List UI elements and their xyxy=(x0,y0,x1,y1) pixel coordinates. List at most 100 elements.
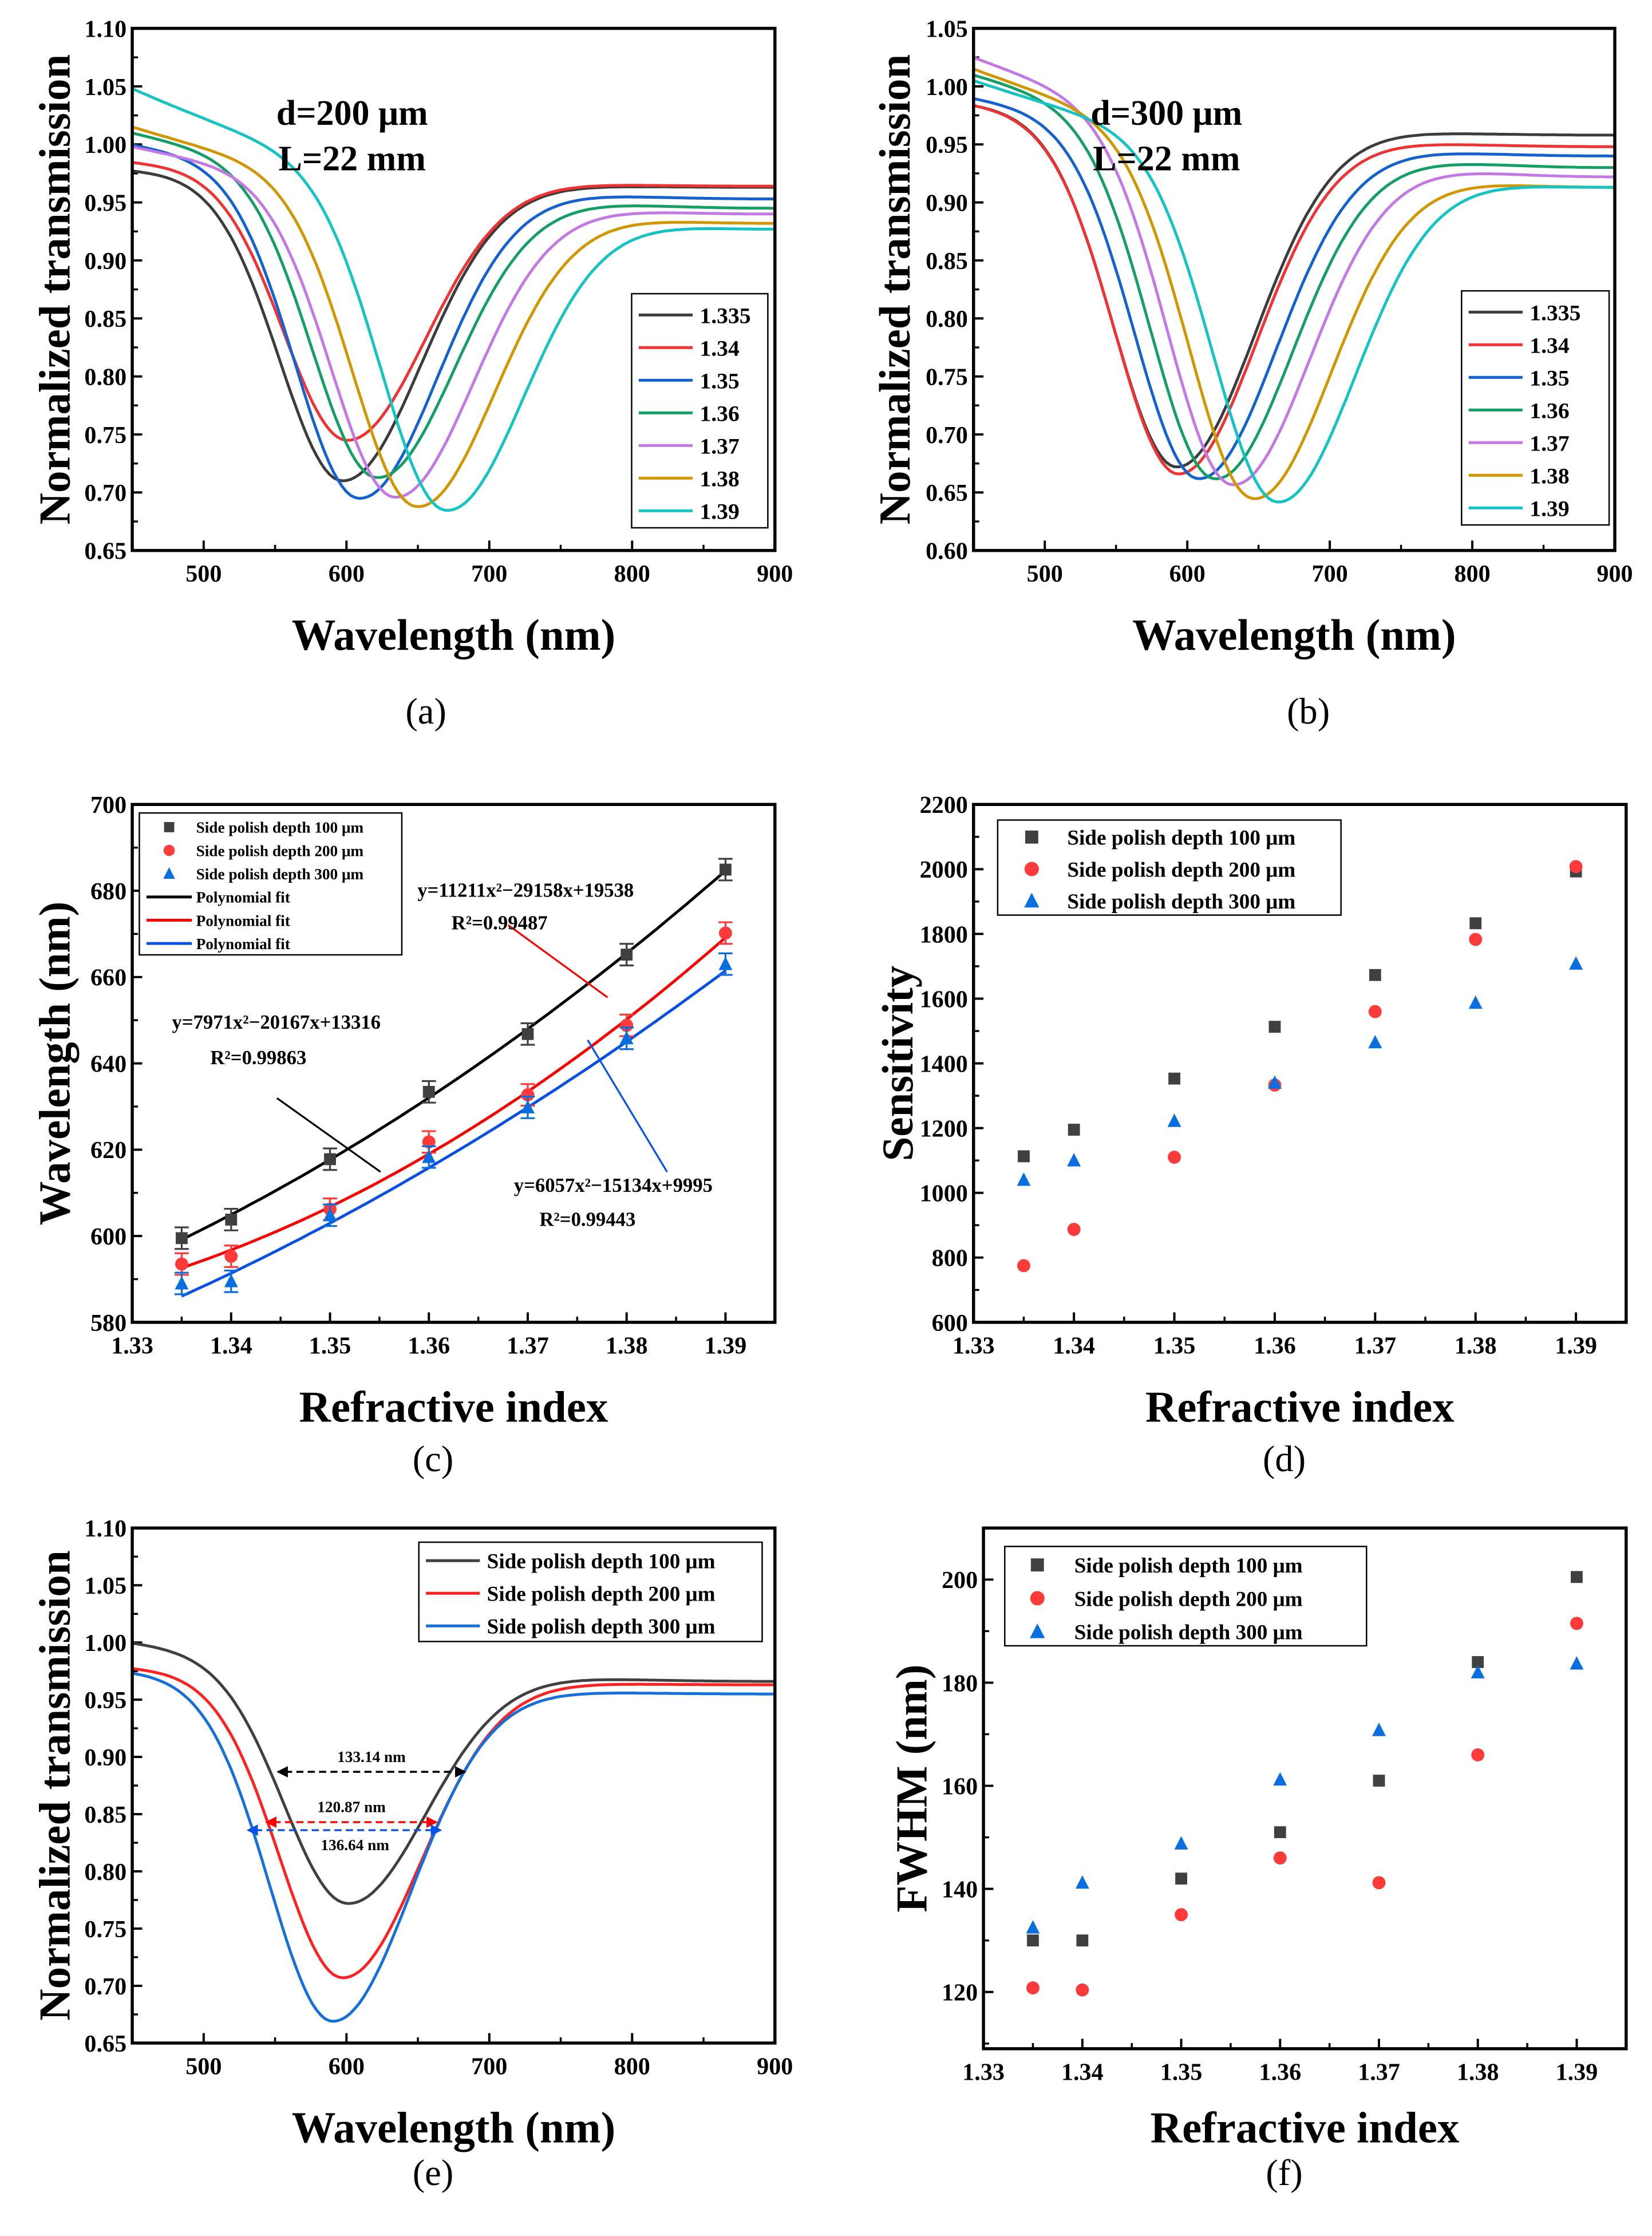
legend: Side polish depth 100 μm Side polish dept… xyxy=(1004,1546,1368,1647)
fwhm-label: 120.87 nm xyxy=(317,1799,386,1816)
square-marker xyxy=(1274,1826,1286,1839)
series-line-Side-polish-depth-100-m xyxy=(132,1642,775,1905)
x-tick-label: 1.35 xyxy=(309,1332,351,1359)
y-tick-label: 180 xyxy=(942,1670,978,1697)
triangle-marker xyxy=(323,1207,337,1222)
triangle-marker xyxy=(1017,1172,1031,1186)
legend-label: Side polish depth 300 μm xyxy=(1067,890,1295,914)
y-axis-title: Sensitivity xyxy=(874,966,922,1162)
chart-panel-e: 500 600 700 800 900 0.65 0.70 0.75 0.80 0.85 0.90 0… xyxy=(31,1515,793,2193)
square-marker xyxy=(1168,1072,1180,1085)
x-axis-title: Wavelength (nm) xyxy=(292,2103,616,2152)
legend-label: 1.37 xyxy=(1530,431,1569,456)
series-line-1-38 xyxy=(132,125,775,508)
legend-label: 1.335 xyxy=(699,303,750,328)
x-tick-label: 1.36 xyxy=(1259,2059,1301,2085)
square-marker xyxy=(1369,969,1381,981)
y-tick-label: 0.80 xyxy=(926,306,968,333)
legend-circle-icon xyxy=(1030,1591,1045,1606)
legend-label: 1.37 xyxy=(699,434,739,459)
circle-marker xyxy=(1469,933,1483,946)
triangle-marker xyxy=(224,1274,238,1287)
triangle-marker xyxy=(1174,1836,1188,1850)
triangle-marker xyxy=(1368,1034,1382,1049)
legend-square-icon xyxy=(164,822,175,832)
y-tick-label: 0.95 xyxy=(84,189,127,216)
circle-marker xyxy=(1273,1851,1287,1865)
square-marker xyxy=(1373,1775,1385,1787)
plot-area xyxy=(973,56,1615,504)
series-line-1-37 xyxy=(132,145,775,499)
circle-marker xyxy=(224,1250,238,1263)
x-axis-title: Refractive index xyxy=(299,1382,608,1431)
square-marker xyxy=(1076,1934,1089,1947)
y-tick-label: 1200 xyxy=(920,1116,968,1143)
x-tick-label: 800 xyxy=(614,2053,650,2080)
y-tick-label: 0.85 xyxy=(84,1802,127,1828)
y-tick-label: 1.00 xyxy=(84,1630,127,1657)
y-tick-label: 0.70 xyxy=(84,480,127,507)
fwhm-label: 133.14 nm xyxy=(337,1748,406,1765)
x-axis-title: Wavelength (nm) xyxy=(292,611,616,659)
circle-marker xyxy=(1471,1748,1485,1761)
plot-area xyxy=(175,858,733,1298)
fit-r-squared: R²=0.99443 xyxy=(539,1208,635,1230)
x-tick-label: 900 xyxy=(757,2053,793,2080)
legend-label: Side polish depth 300 μm xyxy=(1074,1621,1303,1645)
triangle-marker xyxy=(1067,1153,1081,1167)
x-tick-label: 1.37 xyxy=(1354,1332,1396,1359)
legend-triangle-icon xyxy=(163,867,175,879)
annotation-text: L=22 mm xyxy=(279,139,426,178)
y-tick-label: 0.95 xyxy=(926,132,968,159)
legend-box xyxy=(997,819,1342,916)
legend-label: Side polish depth 300 μm xyxy=(487,1615,716,1639)
fit-r-squared: R²=0.99487 xyxy=(452,911,548,934)
y-tick-label: 640 xyxy=(90,1050,127,1077)
square-marker xyxy=(225,1214,238,1226)
square-marker xyxy=(1268,1021,1281,1033)
y-tick-label: 140 xyxy=(942,1876,978,1903)
circle-marker xyxy=(1569,860,1583,874)
panel-label: (b) xyxy=(1287,691,1330,732)
x-tick-label: 800 xyxy=(1454,560,1490,587)
panel-label: (f) xyxy=(1266,2152,1302,2193)
legend-box xyxy=(139,812,403,956)
fit-equation: y=6057x²−15134x+9995 xyxy=(514,1174,713,1196)
chart-panel-f: 1.33 1.34 1.35 1.36 1.37 1.38 1.39 120 140 160 180… xyxy=(888,1526,1628,2193)
legend-label: Side polish depth 300 μm xyxy=(196,866,364,883)
x-tick-label: 1.33 xyxy=(962,2059,1005,2085)
legend-triangle-icon xyxy=(1030,1623,1045,1638)
y-tick-label: 2000 xyxy=(920,856,968,883)
legend-label: 1.38 xyxy=(699,467,739,492)
fwhm-label: 136.64 nm xyxy=(321,1836,389,1854)
arrow-head-right-icon xyxy=(455,1766,467,1778)
series-line-1-38 xyxy=(973,68,1615,500)
triangle-marker xyxy=(1569,956,1583,970)
y-tick-label: 160 xyxy=(942,1773,978,1800)
plot-frame xyxy=(972,26,1617,552)
y-tick-label: 0.95 xyxy=(84,1687,127,1714)
legend-circle-icon xyxy=(163,844,175,856)
y-tick-label: 0.65 xyxy=(84,2030,127,2057)
fit-curve xyxy=(181,870,727,1241)
plot-area xyxy=(1026,1571,1584,1997)
y-tick-label: 0.70 xyxy=(926,422,968,449)
x-tick-label: 700 xyxy=(1312,560,1348,587)
series-line-1-34 xyxy=(973,104,1615,476)
chart-panel-a: 500 600 700 800 900 0.65 0.70 0.75 0.80 0.85 0.90 0… xyxy=(31,15,793,732)
legend: 1.335 1.34 1.35 1.36 1.37 1.38 1.39 xyxy=(1461,290,1610,526)
x-tick-label: 800 xyxy=(614,560,650,587)
x-tick-label: 1.35 xyxy=(1153,1332,1196,1359)
y-tick-label: 0.90 xyxy=(84,248,127,275)
y-tick-label: 680 xyxy=(90,878,127,905)
legend-label: Side polish depth 200 μm xyxy=(1074,1587,1303,1611)
y-tick-label: 0.75 xyxy=(926,364,968,390)
y-tick-label: 2200 xyxy=(920,792,968,819)
series-line-1-36 xyxy=(973,73,1615,480)
x-tick-label: 1.37 xyxy=(507,1332,549,1359)
circle-marker xyxy=(1067,1223,1081,1236)
y-tick-label: 1.05 xyxy=(84,74,127,101)
chart-panel-d: 1.33 1.34 1.35 1.36 1.37 1.38 1.39 600 800 1000 12… xyxy=(874,792,1628,1479)
triangle-marker xyxy=(619,1030,634,1045)
y-tick-label: 0.90 xyxy=(84,1744,127,1771)
